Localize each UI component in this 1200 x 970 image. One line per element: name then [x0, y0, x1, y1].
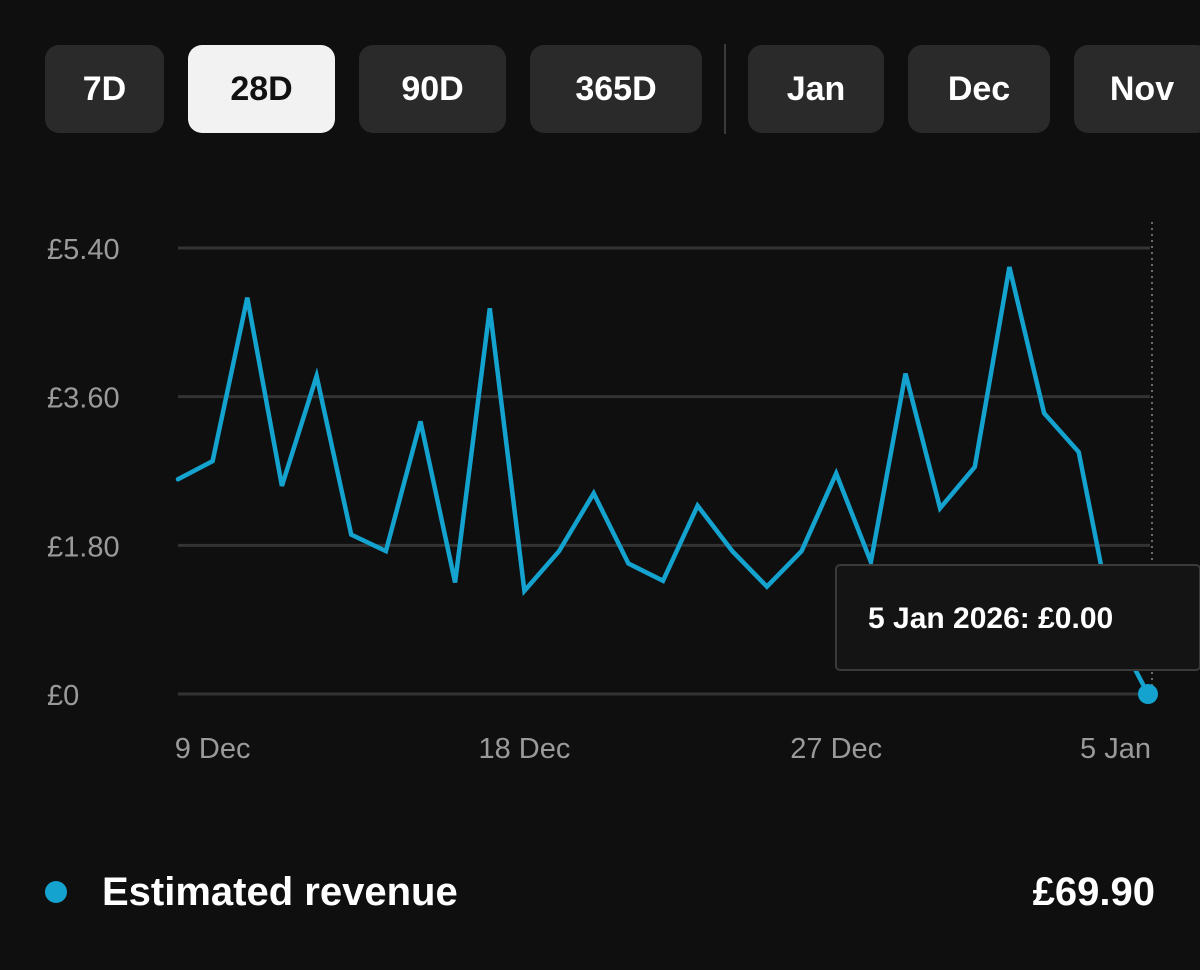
series-line-estimated-revenue: [175, 266, 1151, 697]
selected-point-layer: [1138, 684, 1158, 704]
y-axis-labels: £5.40 £3.60 £1.80 £0: [47, 234, 120, 712]
x-tick-label: 27 Dec: [790, 733, 882, 765]
month-jan-button[interactable]: Jan: [748, 45, 884, 133]
total-revenue-value: £69.90: [1032, 869, 1155, 914]
x-tick-label: 5 Jan: [1080, 733, 1151, 765]
legend-label: Estimated revenue: [102, 869, 458, 914]
x-axis-labels: 9 Dec 18 Dec 27 Dec 5 Jan: [175, 733, 1151, 765]
y-tick-label: £0: [47, 680, 79, 712]
range-28d-button[interactable]: 28D: [188, 45, 335, 133]
legend-dot-icon: [45, 881, 67, 903]
series-line-layer: [175, 266, 1151, 697]
y-tick-label: £5.40: [47, 234, 120, 266]
month-dec-button[interactable]: Dec: [908, 45, 1050, 133]
range-365d-button[interactable]: 365D: [530, 45, 702, 133]
tooltip-box: [835, 564, 1200, 671]
range-divider: [724, 44, 726, 134]
x-tick-label: 18 Dec: [478, 733, 570, 765]
y-tick-label: £3.60: [47, 383, 120, 415]
range-90d-button[interactable]: 90D: [359, 45, 506, 133]
range-7d-button[interactable]: 7D: [45, 45, 164, 133]
date-range-selector: 7D 28D 90D 365D Jan Dec Nov: [45, 44, 1200, 134]
chart-gridlines: [178, 246, 1150, 696]
x-tick-label: 9 Dec: [175, 733, 251, 765]
chart-tooltip: 5 Jan 2026: £0.00: [835, 564, 1200, 671]
selected-data-point: [1138, 684, 1158, 704]
chart-legend: Estimated revenue £69.90: [45, 862, 1155, 922]
month-nov-button[interactable]: Nov: [1074, 45, 1200, 133]
tooltip-text: 5 Jan 2026: £0.00: [868, 602, 1113, 635]
y-tick-label: £1.80: [47, 531, 120, 563]
